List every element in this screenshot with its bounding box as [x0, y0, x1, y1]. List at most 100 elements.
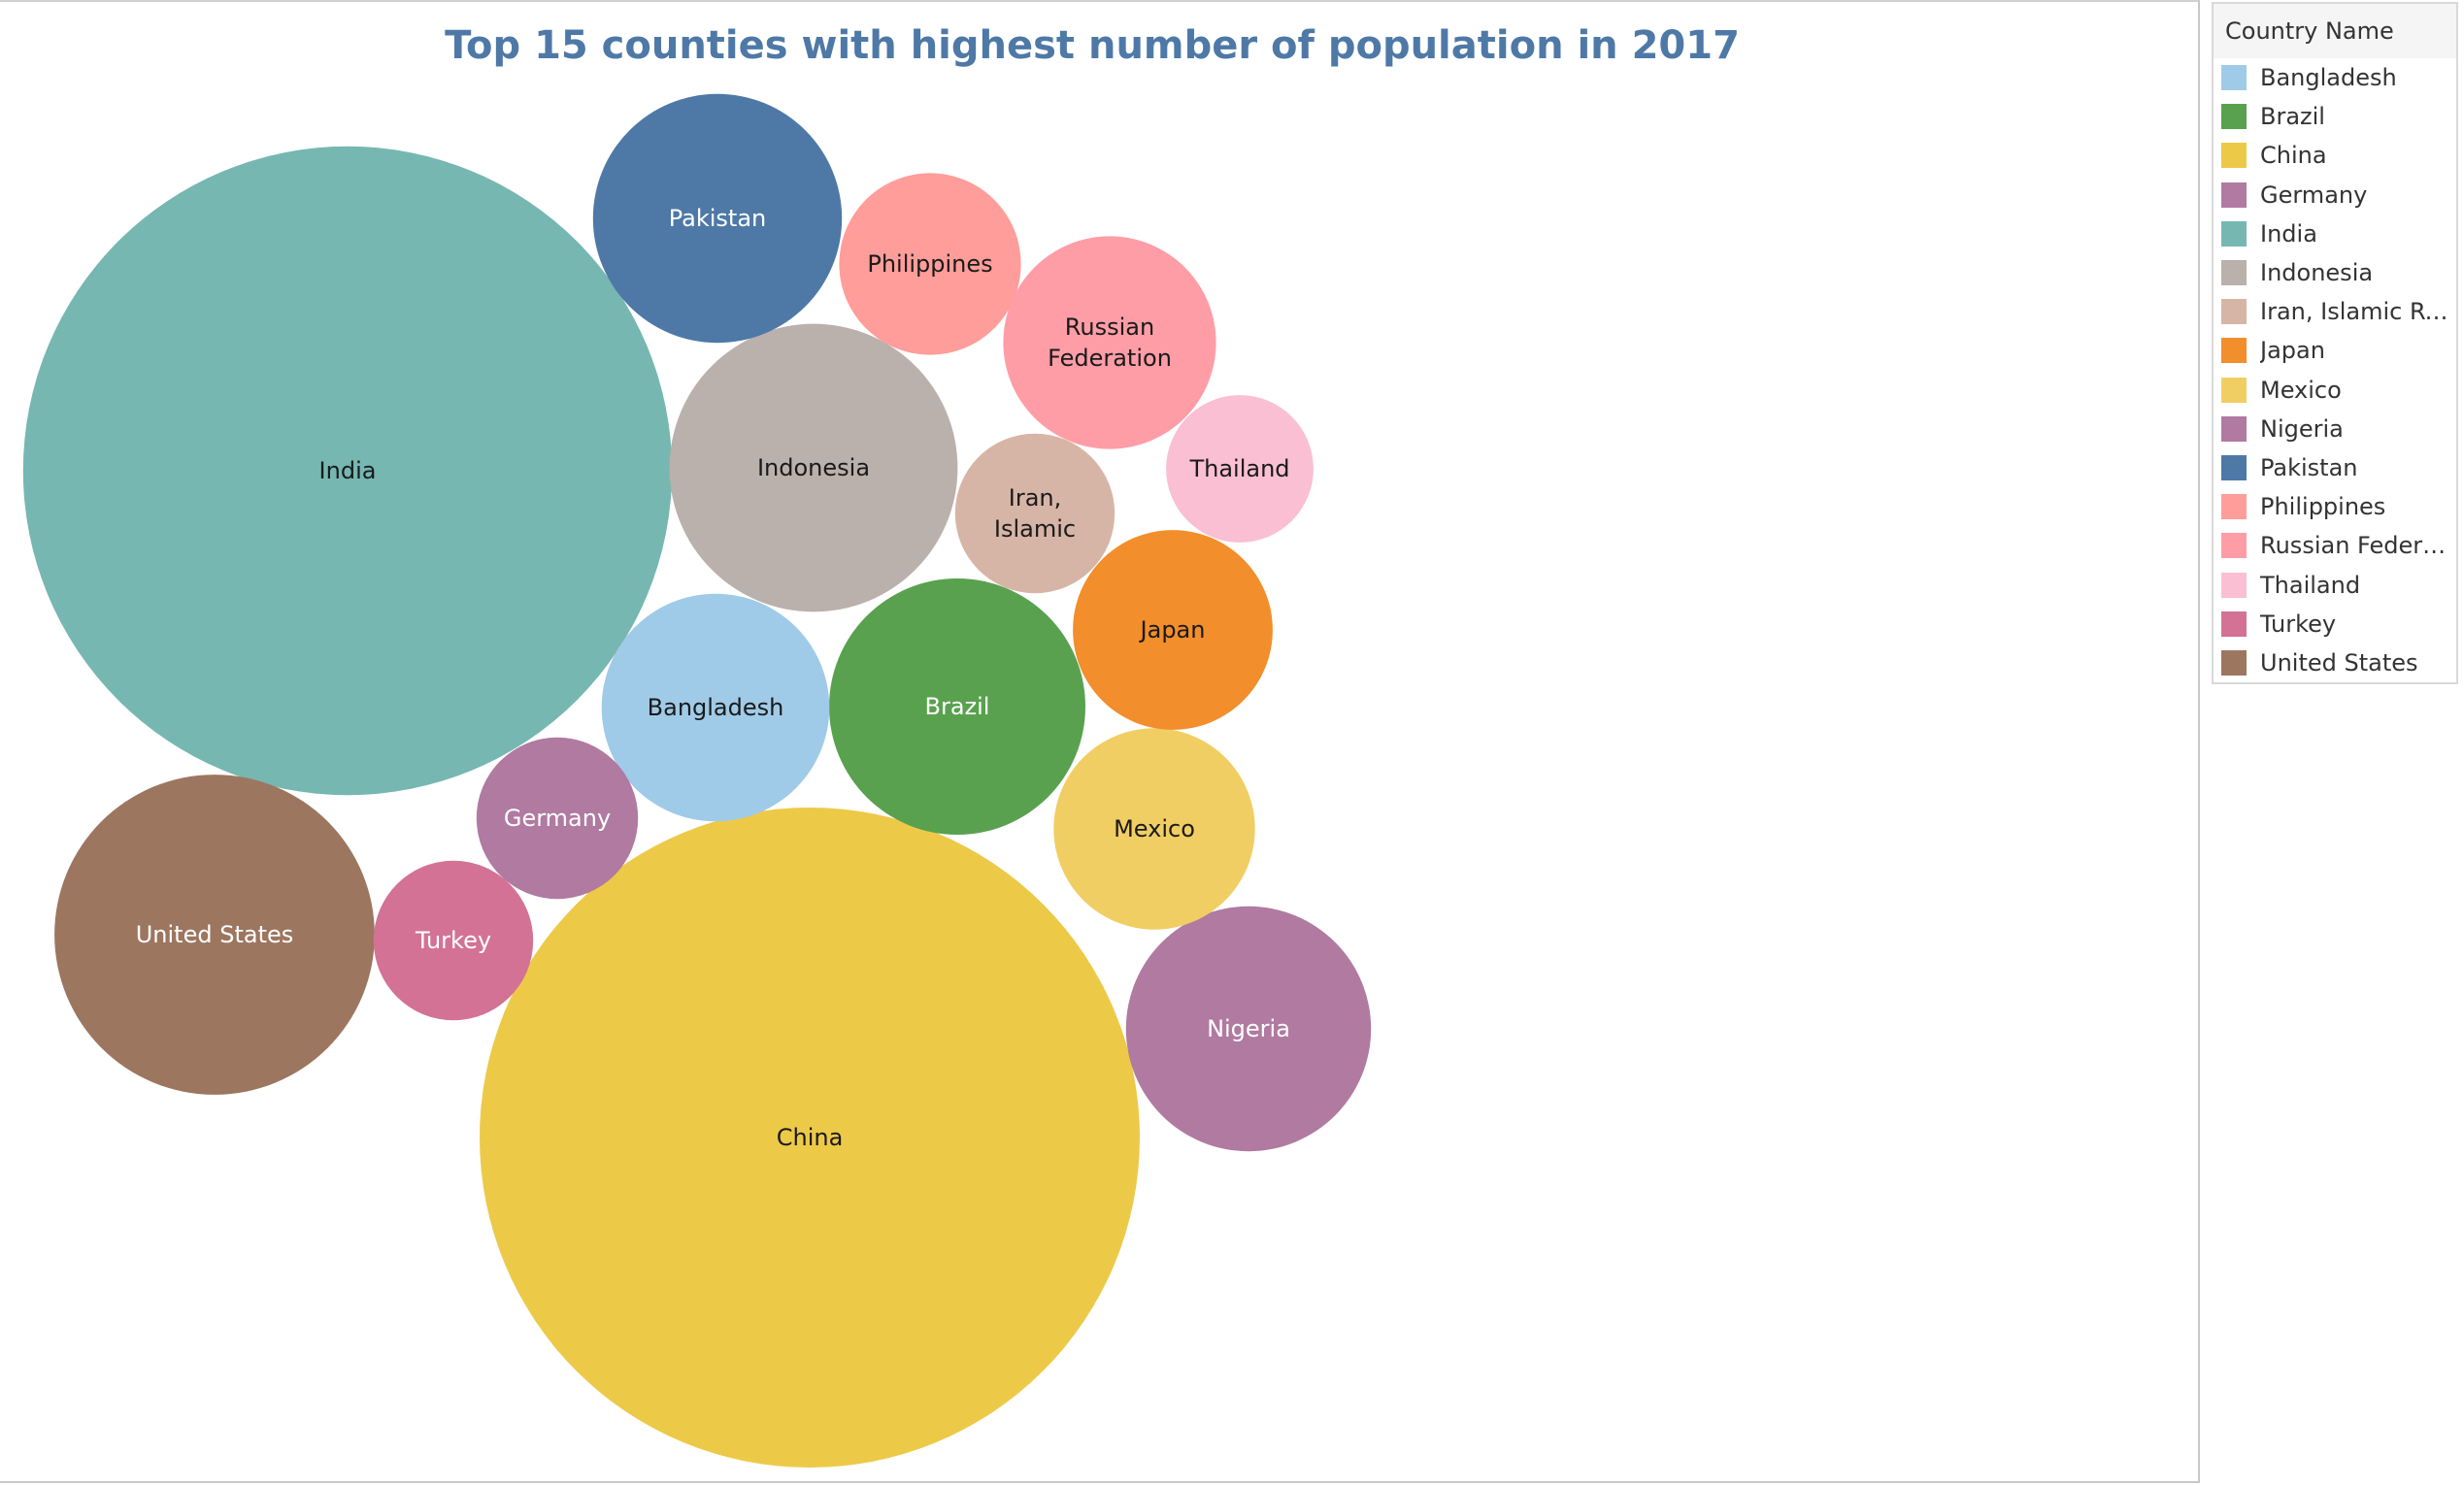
- legend-swatch: [2221, 338, 2247, 364]
- bubble-circle-indonesia[interactable]: [669, 323, 958, 612]
- bubble-label-germany: Germany: [504, 805, 611, 832]
- legend-label: Russian Federat..: [2260, 532, 2454, 560]
- legend-swatch: [2221, 299, 2247, 325]
- legend-item-indonesia[interactable]: Indonesia: [2214, 253, 2456, 292]
- bubble-label-nigeria: Nigeria: [1207, 1015, 1290, 1042]
- bubble-label-russian-federation: Russian: [1065, 314, 1154, 341]
- bubble-indonesia[interactable]: Indonesia: [669, 323, 958, 612]
- legend-item-germany[interactable]: Germany: [2214, 176, 2456, 214]
- legend-item-turkey[interactable]: Turkey: [2214, 605, 2456, 644]
- legend-label: Japan: [2260, 337, 2325, 365]
- bubble-circle-brazil[interactable]: [829, 578, 1085, 835]
- legend-swatch: [2221, 260, 2247, 286]
- legend-swatch: [2221, 572, 2247, 598]
- legend: Country Name Bangladesh Brazil China German…: [2212, 2, 2458, 684]
- legend-swatch: [2221, 649, 2247, 676]
- legend-label: Pakistan: [2260, 453, 2358, 481]
- bubble-label-thailand: Thailand: [1188, 455, 1289, 482]
- legend-label: United States: [2260, 648, 2418, 676]
- legend-item-philippines[interactable]: Philippines: [2214, 487, 2456, 526]
- legend-swatch: [2221, 415, 2247, 442]
- legend-item-china[interactable]: China: [2214, 136, 2456, 175]
- bubble-circle-nigeria[interactable]: [1125, 906, 1372, 1152]
- legend-item-bangladesh[interactable]: Bangladesh: [2214, 58, 2456, 97]
- legend-swatch: [2221, 377, 2247, 403]
- legend-item-nigeria[interactable]: Nigeria: [2214, 410, 2456, 448]
- bubble-philippines[interactable]: Philippines: [839, 173, 1021, 355]
- bubble-label-iran-islamic-rep: Iran,: [1009, 484, 1062, 512]
- legend-label: Bangladesh: [2260, 64, 2397, 92]
- bubble-label-philippines: Philippines: [867, 250, 992, 278]
- bubble-chart: India China United States Indonesia Brazil Pa…: [22, 93, 1372, 1468]
- legend-item-pakistan[interactable]: Pakistan: [2214, 448, 2456, 487]
- bubble-iran-islamic-rep[interactable]: Iran, Islamic: [954, 433, 1115, 594]
- bubble-label-brazil: Brazil: [925, 693, 990, 720]
- legend-label: Philippines: [2260, 493, 2386, 521]
- bubble-circle-india[interactable]: [22, 146, 673, 796]
- bubble-japan[interactable]: Japan: [1073, 530, 1273, 730]
- bubble-india[interactable]: India: [22, 146, 673, 796]
- bubble-circle-mexico[interactable]: [1053, 728, 1255, 930]
- bubble-circle-turkey[interactable]: [373, 860, 534, 1021]
- bubble-circle-philippines[interactable]: [839, 173, 1021, 355]
- bubble-label-mexico: Mexico: [1114, 815, 1195, 842]
- bubble-pakistan[interactable]: Pakistan: [592, 93, 843, 344]
- bubble-circle-bangladesh[interactable]: [601, 593, 830, 822]
- bubble-nigeria[interactable]: Nigeria: [1125, 906, 1372, 1152]
- bubble-circle-iran-islamic-rep[interactable]: [954, 433, 1115, 594]
- legend-item-united-states[interactable]: United States: [2214, 644, 2456, 682]
- bubble-label-japan: Japan: [1139, 616, 1206, 644]
- legend-label: Mexico: [2260, 376, 2342, 404]
- bubble-circle-pakistan[interactable]: [592, 93, 843, 344]
- legend-item-brazil[interactable]: Brazil: [2214, 97, 2456, 136]
- legend-items: Bangladesh Brazil China Germany India Indones…: [2214, 58, 2456, 682]
- bubble-circle-china[interactable]: [480, 808, 1140, 1468]
- bubble-label-bangladesh: Bangladesh: [648, 694, 784, 721]
- bubble-label-russian-federation: Federation: [1048, 345, 1172, 372]
- bubble-circle-united-states[interactable]: [54, 775, 375, 1095]
- bubble-label-indonesia: Indonesia: [757, 454, 870, 481]
- bubble-label-china: China: [777, 1124, 844, 1151]
- legend-swatch: [2221, 143, 2247, 169]
- bubble-thailand[interactable]: Thailand: [1166, 395, 1314, 543]
- bubble-circle-germany[interactable]: [476, 737, 639, 900]
- bubble-mexico[interactable]: Mexico: [1053, 728, 1255, 930]
- bubble-china[interactable]: China: [480, 808, 1140, 1468]
- legend-label: Nigeria: [2260, 414, 2344, 443]
- legend-swatch: [2221, 610, 2247, 637]
- legend-label: China: [2260, 142, 2327, 170]
- bubble-turkey[interactable]: Turkey: [373, 860, 534, 1021]
- legend-title: Country Name: [2214, 4, 2456, 58]
- bubble-label-turkey: Turkey: [415, 927, 491, 954]
- legend-swatch: [2221, 104, 2247, 130]
- legend-label: Turkey: [2260, 610, 2337, 638]
- legend-swatch: [2221, 494, 2247, 520]
- chart-title: Top 15 counties with highest number of p…: [445, 23, 1740, 68]
- legend-label: Germany: [2260, 181, 2368, 209]
- bubble-bangladesh[interactable]: Bangladesh: [601, 593, 830, 822]
- legend-item-japan[interactable]: Japan: [2214, 331, 2456, 370]
- bubble-brazil[interactable]: Brazil: [829, 578, 1085, 835]
- legend-label: India: [2260, 219, 2317, 248]
- legend-swatch: [2221, 454, 2247, 480]
- legend-label: Iran, Islamic Rep.: [2260, 298, 2454, 326]
- legend-label: Brazil: [2260, 103, 2325, 131]
- bubble-circle-thailand[interactable]: [1166, 395, 1314, 543]
- legend-item-russian-federation[interactable]: Russian Federat..: [2214, 526, 2456, 565]
- bubble-russian-federation[interactable]: Russian Federation: [1003, 236, 1216, 449]
- bubble-united-states[interactable]: United States: [54, 775, 375, 1095]
- bubble-circle-japan[interactable]: [1073, 530, 1273, 730]
- bubble-label-india: India: [319, 457, 377, 484]
- bubble-germany[interactable]: Germany: [476, 737, 639, 900]
- legend-swatch: [2221, 65, 2247, 91]
- legend-swatch: [2221, 220, 2247, 247]
- bubble-label-iran-islamic-rep: Islamic: [994, 515, 1076, 543]
- legend-item-iran-islamic-rep[interactable]: Iran, Islamic Rep.: [2214, 292, 2456, 331]
- legend-item-india[interactable]: India: [2214, 214, 2456, 253]
- legend-label: Indonesia: [2260, 259, 2374, 287]
- bubble-circle-russian-federation[interactable]: [1003, 236, 1216, 449]
- legend-item-thailand[interactable]: Thailand: [2214, 565, 2456, 604]
- chart-panel: Top 15 counties with highest number of p…: [0, 0, 2200, 1483]
- legend-item-mexico[interactable]: Mexico: [2214, 371, 2456, 410]
- bubble-label-pakistan: Pakistan: [669, 205, 767, 232]
